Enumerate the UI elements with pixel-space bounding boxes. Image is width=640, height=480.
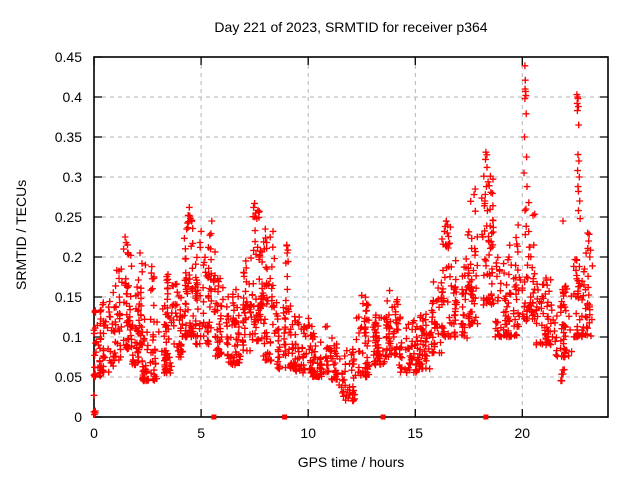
y-tick-label: 0.3 xyxy=(63,169,83,185)
y-tick-label: 0 xyxy=(74,409,82,425)
x-tick-label: 15 xyxy=(408,425,424,441)
y-tick-label: 0.4 xyxy=(63,89,83,105)
x-tick-label: 10 xyxy=(300,425,316,441)
grid-lines xyxy=(94,57,608,417)
y-tick-label: 0.2 xyxy=(63,249,83,265)
y-tick-label: 0.05 xyxy=(55,369,82,385)
chart-title: Day 221 of 2023, SRMTID for receiver p36… xyxy=(214,19,488,35)
y-tick-label: 0.15 xyxy=(55,289,82,305)
x-tick-label: 5 xyxy=(197,425,205,441)
baseline-square-marker xyxy=(282,414,288,420)
y-tick-label: 0.1 xyxy=(63,329,83,345)
baseline-square-marker xyxy=(380,414,386,420)
scatter-points xyxy=(90,62,596,418)
baseline-square-marker xyxy=(483,414,489,420)
y-tick-label: 0.25 xyxy=(55,209,82,225)
y-tick-label: 0.35 xyxy=(55,129,82,145)
baseline-square-marker xyxy=(211,414,217,420)
x-axis-label: GPS time / hours xyxy=(297,454,405,470)
x-tick-label: 0 xyxy=(90,425,98,441)
plot-frame xyxy=(93,56,609,418)
x-tick-label: 20 xyxy=(515,425,531,441)
y-tick-label: 0.45 xyxy=(55,49,82,65)
